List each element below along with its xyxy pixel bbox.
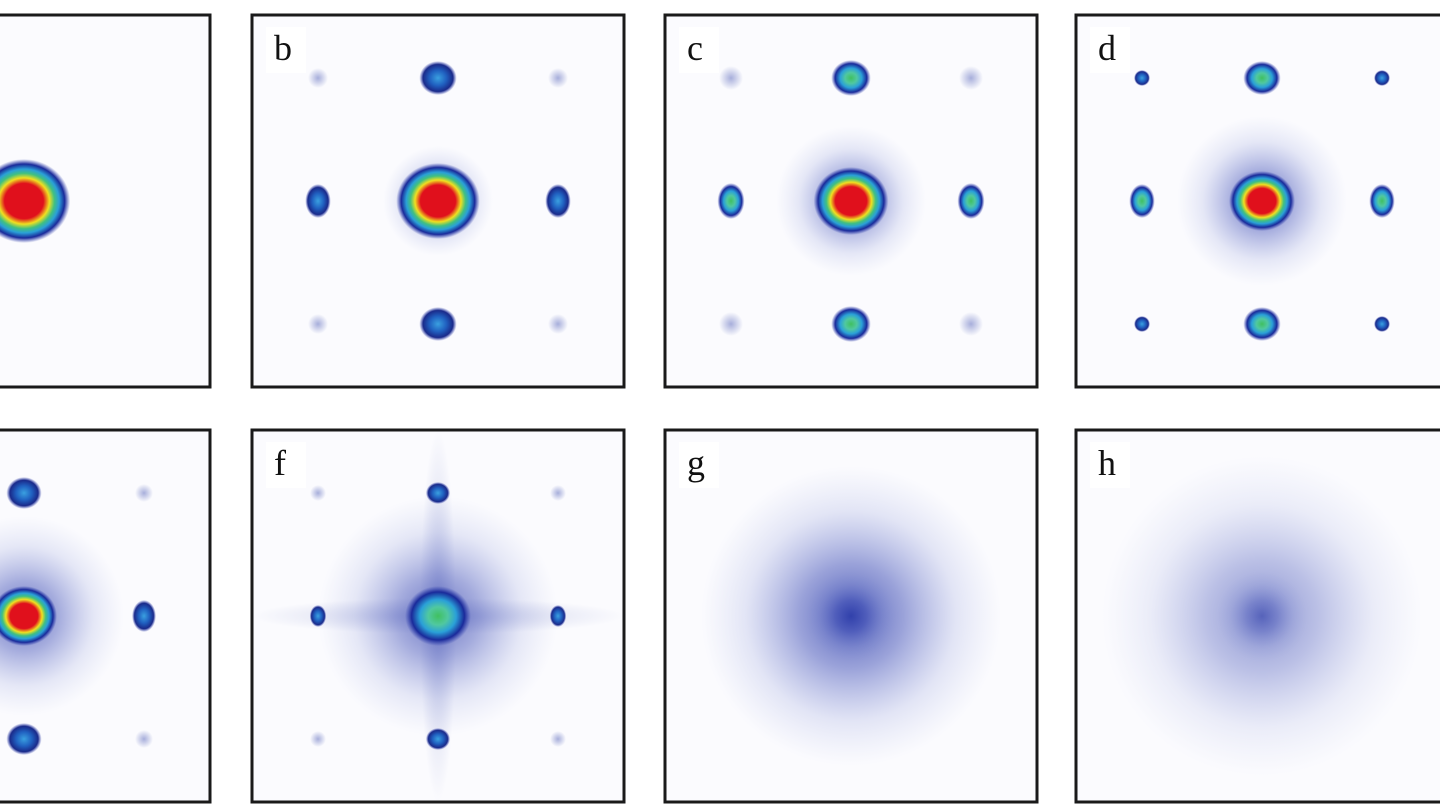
pattern [1076,15,1440,387]
panel-border [1074,428,1440,804]
spot [309,605,327,627]
spot [1243,61,1281,95]
central-spot [1229,171,1295,231]
spot [548,314,568,334]
spot [548,68,568,88]
spot [425,482,451,504]
spot [308,68,328,88]
label-bg [679,442,719,488]
panel: c [663,13,1039,389]
panel-border [663,13,1039,389]
pattern [0,430,210,802]
spot [959,312,983,336]
panel: h [1074,428,1440,804]
panel-border [250,13,626,389]
spot [135,730,153,748]
spot [959,66,983,90]
panel-label: d [1098,28,1116,68]
spot [1369,184,1395,218]
central-spot [0,159,71,243]
label-bg [1090,442,1130,488]
spot [831,60,871,96]
spot [550,485,566,501]
central-spot [813,167,889,235]
core [1217,571,1307,661]
spot [310,731,326,747]
panel-label: f [274,443,286,483]
halo [0,516,124,716]
spot [549,605,567,627]
spot [419,61,457,95]
panel: d [1074,13,1440,389]
spot [719,312,743,336]
spot [1129,184,1155,218]
spot [419,307,457,341]
spot [425,728,451,750]
spot [6,723,42,755]
panel-border [663,428,1039,804]
spot [719,66,743,90]
spot [135,484,153,502]
panel-label: g [687,443,705,483]
spot [717,183,745,219]
pattern [1076,430,1440,802]
spot [6,477,42,509]
panel: b [250,13,626,389]
panel-border [1074,13,1440,389]
panel-border [250,428,626,804]
spot [1374,70,1390,86]
pattern [252,430,624,802]
panel: f [250,428,626,804]
pattern [252,15,624,387]
spot [132,600,156,632]
pattern [665,15,1037,387]
panel-border [0,428,212,804]
spot [831,306,871,342]
panel [0,428,212,804]
spot [1374,316,1390,332]
spot [545,184,571,218]
panel: g [663,428,1039,804]
label-bg [1090,27,1130,73]
spot [1134,316,1150,332]
central-spot [396,163,480,239]
spot [308,314,328,334]
label-bg [266,442,306,488]
panel-label: c [687,28,703,68]
label-bg [679,27,719,73]
panel-label: b [274,28,292,68]
spot [550,731,566,747]
spot [305,184,331,218]
spot [957,183,985,219]
core [806,571,896,661]
label-bg [266,27,306,73]
pattern [665,430,1037,802]
spot [310,485,326,501]
panel [0,13,212,389]
central-spot [405,586,471,646]
central-spot [0,586,57,646]
panel-border [0,13,212,389]
panel-label: h [1098,443,1116,483]
spot [1134,70,1150,86]
pattern [0,15,210,387]
spot [1243,307,1281,341]
